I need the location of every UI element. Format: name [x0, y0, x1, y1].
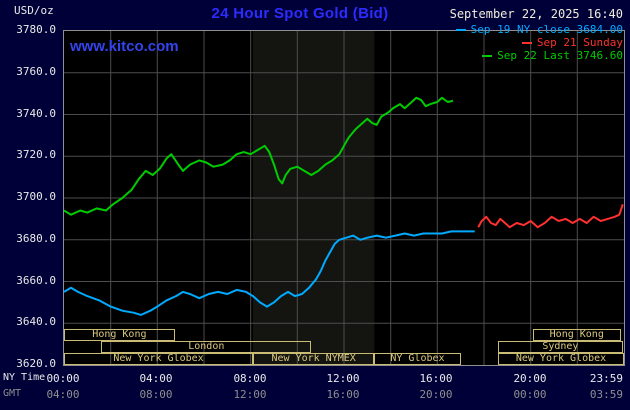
session-label: New York Globex: [113, 353, 204, 364]
session-box-new-york-nymex: New York NYMEX: [253, 353, 375, 365]
y-tick-label: 3760.0: [16, 64, 56, 78]
y-tick-label: 3700.0: [16, 190, 56, 203]
x-tick-label: 16:00: [419, 372, 453, 385]
gmt-axis-label: GMT: [3, 388, 22, 399]
session-label: Hong Kong: [549, 329, 604, 340]
session-box-ny-globex: NY Globex: [374, 353, 461, 365]
legend-label: Sep 22 Last 3746.60: [497, 49, 623, 62]
datetime-label: September 22, 2025 16:40: [449, 7, 623, 21]
x-tick-label: 23:59: [589, 372, 623, 385]
y-tick-label: 3640.0: [16, 315, 56, 329]
legend-item-sep21: Sep 21 Sunday: [456, 36, 623, 49]
legend-line-swatch-icon: [521, 42, 532, 44]
y-tick-label: 3620.0: [16, 357, 56, 370]
ny-time-axis-label: NY Time: [3, 372, 46, 383]
units-label: USD/oz: [14, 4, 54, 17]
price-chart-canvas: [64, 31, 624, 365]
session-box-sydney: Sydney: [498, 341, 623, 353]
session-label: New York NYMEX: [271, 353, 356, 364]
legend-line-swatch-icon: [455, 29, 466, 31]
market-sessions-layer: Hong Kong Hong Kong London Sydney New York G…: [64, 31, 624, 365]
y-tick-label: 3720.0: [16, 148, 56, 162]
page-title: 24 Hour Spot Gold (Bid): [211, 5, 389, 22]
session-box-hong-kong: Hong Kong: [533, 329, 621, 341]
price-line-sep21-sunday: [477, 203, 624, 229]
session-label: London: [188, 341, 225, 352]
session-label: Hong Kong: [92, 329, 147, 340]
x-tick-label: 00:00: [46, 372, 80, 385]
y-tick-label: 3740.0: [16, 106, 56, 120]
session-box-hong-kong: Hong Kong: [64, 329, 175, 341]
legend-item-sep19: Sep 19 NY close 3684.00: [455, 23, 623, 36]
x-tick-label: 12:00: [326, 372, 360, 385]
legend: Sep 19 NY close 3684.00 Sep 21 Sunday Se…: [455, 23, 623, 62]
session-box-london: London: [101, 341, 312, 353]
x-tick-label: 08:00: [139, 388, 173, 401]
session-label: Sydney: [542, 341, 579, 352]
session-label: NY Globex: [390, 353, 445, 364]
legend-item-sep22: Sep 22 Last 3746.60: [456, 49, 623, 62]
session-label: New York Globex: [515, 353, 607, 364]
x-tick-label: 12:00: [233, 388, 267, 401]
legend-label: Sep 19 NY close 3684.00: [470, 23, 623, 36]
legend-line-swatch-icon: [482, 55, 493, 57]
session-box-new-york-globex: New York Globex: [64, 353, 253, 365]
y-tick-label: 3680.0: [16, 231, 56, 245]
x-tick-label: 04:00: [46, 388, 80, 401]
plot-area: Hong Kong Hong Kong London Sydney New York G…: [63, 30, 625, 366]
x-tick-label: 00:00: [513, 388, 547, 401]
x-tick-label: 03:59: [589, 388, 623, 401]
x-tick-label: 20:00: [419, 388, 453, 401]
session-box-new-york-globex: New York Globex: [498, 353, 624, 365]
price-line-sep19-ny-close: [64, 230, 475, 316]
y-tick-label: 3780.0: [16, 23, 56, 36]
kitco-watermark-link[interactable]: www.kitco.com: [70, 38, 179, 55]
x-tick-label: 04:00: [139, 372, 173, 385]
y-tick-label: 3660.0: [16, 273, 56, 287]
x-tick-label: 16:00: [326, 388, 360, 401]
x-tick-label: 20:00: [513, 372, 547, 385]
price-line-sep22-last: [64, 96, 454, 216]
x-tick-label: 08:00: [233, 372, 267, 385]
legend-label: Sep 21 Sunday: [536, 36, 623, 49]
